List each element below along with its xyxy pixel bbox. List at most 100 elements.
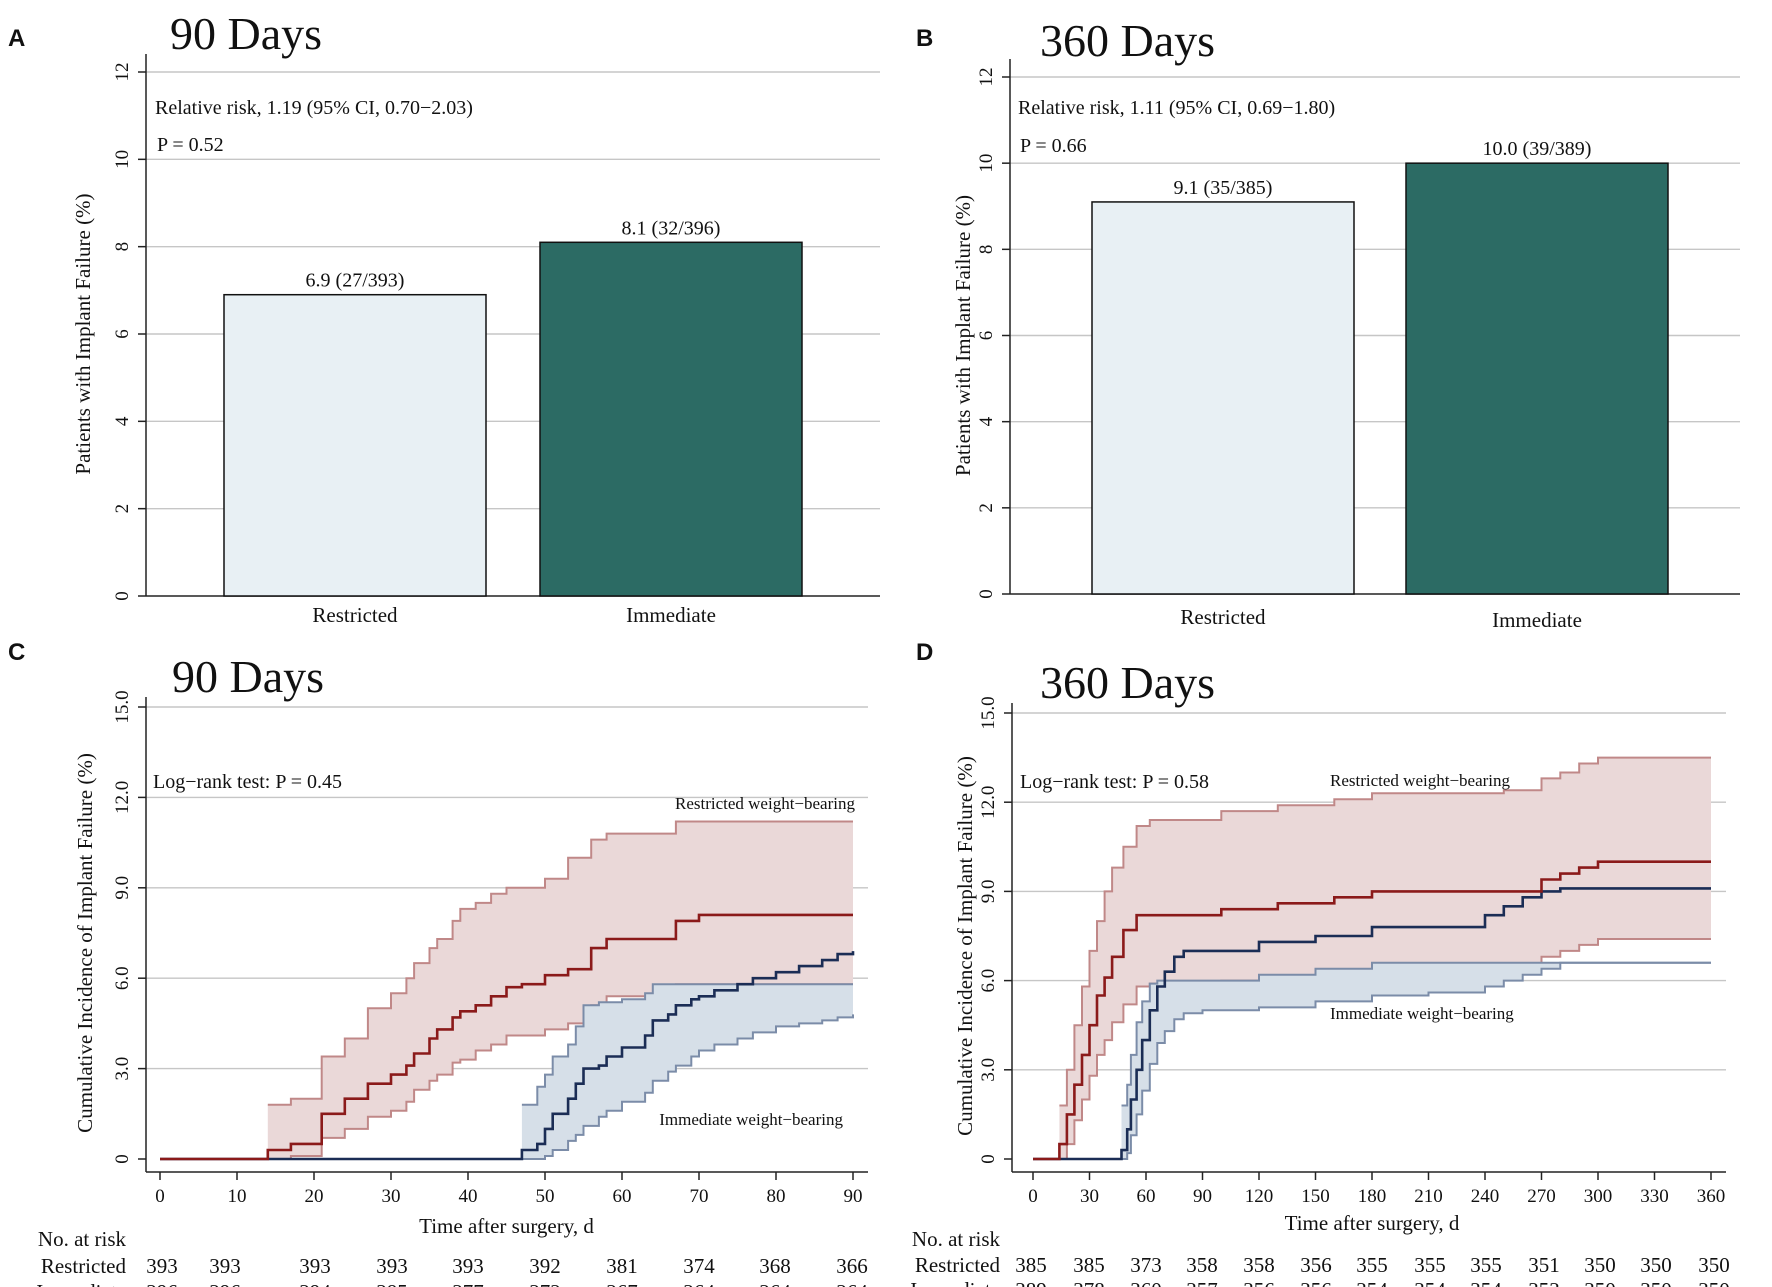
panel-d-at-risk-row-name: Immediate — [910, 1278, 1000, 1287]
panel-c-title: 90 Days — [172, 651, 324, 702]
panel-a-bar-label: 6.9 (27/393) — [306, 270, 405, 292]
panel-c: C 90 Days Log−rank test: P = 0.45 Restri… — [8, 639, 868, 1287]
panel-d-x-tick-label: 60 — [1137, 1186, 1156, 1207]
panel-c-at-risk-count: 366 — [836, 1254, 868, 1278]
panel-d-y-tick-label: 12.0 — [978, 786, 999, 819]
panel-d-x-tick-label: 210 — [1414, 1186, 1443, 1207]
panel-d-x-tick-label: 150 — [1301, 1186, 1330, 1207]
panel-letter-c: C — [8, 639, 25, 666]
panel-c-x-tick-label: 0 — [155, 1186, 165, 1207]
panel-d-at-risk-count: 350 — [1584, 1253, 1616, 1277]
panel-c-x-tick-label: 70 — [690, 1186, 709, 1207]
panel-d-at-risk-count: 357 — [1186, 1278, 1218, 1287]
panel-c-log-rank: Log−rank test: P = 0.45 — [153, 771, 342, 793]
panel-d-x-tick-label: 180 — [1358, 1186, 1387, 1207]
panel-a-title: 90 Days — [170, 8, 322, 59]
panel-b-y-tick-label: 10 — [976, 154, 997, 173]
panel-b-y-tick-label: 6 — [976, 331, 997, 341]
panel-a-y-axis-label: Patients with Implant Failure (%) — [71, 193, 95, 474]
panel-c-ci-band-restricted — [267, 821, 853, 1159]
panel-b-y-axis-label: Patients with Implant Failure (%) — [951, 195, 975, 476]
panel-d: D 360 Days Log−rank test: P = 0.58 Restr… — [910, 639, 1730, 1287]
panel-b-y-tick-label: 8 — [976, 245, 997, 255]
panel-c-x-tick-label: 10 — [228, 1186, 247, 1207]
panel-d-x-tick-label: 120 — [1245, 1186, 1274, 1207]
panel-d-at-risk-count: 356 — [1243, 1278, 1275, 1287]
panel-d-x-tick-label: 300 — [1584, 1186, 1613, 1207]
panel-d-at-risk-count: 360 — [1130, 1278, 1162, 1287]
panel-d-x-tick-label: 240 — [1471, 1186, 1500, 1207]
panel-d-at-risk-count: 353 — [1528, 1278, 1560, 1287]
panel-c-x-tick-label: 90 — [844, 1186, 863, 1207]
panel-d-x-tick-label: 30 — [1080, 1186, 1099, 1207]
panel-d-at-risk-count: 358 — [1243, 1253, 1275, 1277]
panel-c-at-risk-row-name: Restricted — [41, 1254, 127, 1278]
panel-c-at-risk-count: 393 — [452, 1254, 484, 1278]
panel-d-x-tick-label: 360 — [1697, 1186, 1726, 1207]
panel-c-at-risk-count: 393 — [146, 1254, 178, 1278]
panel-d-at-risk-count: 356 — [1300, 1278, 1332, 1287]
panel-d-at-risk-count: 385 — [1073, 1253, 1105, 1277]
panel-c-at-risk-count: 364 — [683, 1280, 715, 1287]
panel-a-bar-label: 8.1 (32/396) — [622, 217, 721, 239]
panel-d-at-risk-row-name: Restricted — [915, 1253, 1001, 1277]
panel-d-y-tick-label: 6.0 — [978, 969, 999, 993]
panel-c-x-tick-label: 60 — [613, 1186, 632, 1207]
panel-b: B 360 Days Relative risk, 1.11 (95% CI, … — [916, 15, 1740, 632]
panel-c-y-axis-label: Cumulative Incidence of Implant Failure … — [73, 753, 97, 1133]
panel-d-ci-lower-immediate — [1121, 961, 1711, 1160]
panel-letter-b: B — [916, 25, 933, 52]
panel-d-at-risk-count: 378 — [1073, 1278, 1105, 1287]
panel-c-at-risk-count: 381 — [606, 1254, 638, 1278]
panel-c-label-restricted: Restricted weight−bearing — [675, 794, 856, 813]
panel-d-at-risk-count: 355 — [1356, 1253, 1388, 1277]
panel-d-at-risk-count: 389 — [1015, 1278, 1047, 1287]
panel-a-y-tick-label: 10 — [112, 150, 133, 169]
panel-b-category-label: Immediate — [1492, 608, 1582, 632]
panel-c-y-tick-label: 0 — [112, 1154, 133, 1164]
panel-d-x-tick-label: 270 — [1527, 1186, 1556, 1207]
panel-d-x-axis-label: Time after surgery, d — [1285, 1211, 1460, 1235]
panel-c-at-risk-heading: No. at risk — [38, 1227, 127, 1251]
panel-c-at-risk-count: 385 — [376, 1280, 408, 1287]
panel-c-at-risk-count: 367 — [606, 1280, 638, 1287]
panel-b-bar-immediate — [1405, 162, 1669, 595]
panel-d-ci-band-immediate — [1121, 962, 1711, 1159]
panel-c-at-risk-count: 393 — [209, 1254, 241, 1278]
panel-c-at-risk-count: 374 — [683, 1254, 715, 1278]
panel-d-at-risk-count: 354 — [1414, 1278, 1446, 1287]
panel-d-at-risk-count: 354 — [1470, 1278, 1502, 1287]
panel-b-bar-restricted — [1091, 201, 1355, 595]
panel-c-at-risk-count: 396 — [146, 1280, 178, 1287]
panel-c-ci-lower-immediate — [521, 1014, 854, 1160]
panel-c-x-axis-label: Time after surgery, d — [419, 1214, 594, 1238]
panel-b-y-tick-label: 4 — [976, 416, 997, 426]
panel-d-x-tick-label: 330 — [1640, 1186, 1669, 1207]
panel-d-ci-upper-immediate — [1121, 961, 1711, 1107]
panel-d-x-tick-label: 0 — [1028, 1186, 1038, 1207]
panel-b-relative-risk: Relative risk, 1.11 (95% CI, 0.69−1.80) — [1018, 97, 1335, 119]
panel-a-p-value: P = 0.52 — [157, 134, 224, 156]
panel-c-y-tick-label: 6.0 — [112, 966, 133, 990]
panel-c-at-risk-count: 396 — [209, 1280, 241, 1287]
panel-a-bar-immediate — [539, 241, 803, 597]
panel-c-at-risk-row-name: Immediate — [36, 1280, 126, 1287]
panel-c-y-tick-label: 3.0 — [112, 1057, 133, 1081]
panel-c-at-risk-count: 368 — [759, 1254, 791, 1278]
panel-c-y-tick-label: 12.0 — [112, 781, 133, 814]
panel-d-at-risk-count: 350 — [1698, 1278, 1730, 1287]
panel-c-at-risk-count: 364 — [759, 1280, 791, 1287]
panel-c-label-immediate: Immediate weight−bearing — [659, 1110, 843, 1129]
panel-a-y-tick-label: 12 — [112, 63, 133, 82]
panel-a-y-tick-label: 2 — [112, 504, 133, 513]
panel-c-x-tick-label: 20 — [305, 1186, 324, 1207]
panel-c-at-risk-count: 394 — [299, 1280, 331, 1287]
panel-letter-a: A — [8, 25, 25, 52]
panel-d-at-risk-heading: No. at risk — [912, 1227, 1001, 1251]
panel-a-y-tick-label: 6 — [112, 329, 133, 339]
panel-b-y-tick-label: 0 — [976, 589, 997, 599]
panel-d-at-risk-count: 356 — [1300, 1253, 1332, 1277]
panel-d-title: 360 Days — [1040, 657, 1215, 708]
panel-a-category-label: Restricted — [312, 603, 398, 627]
